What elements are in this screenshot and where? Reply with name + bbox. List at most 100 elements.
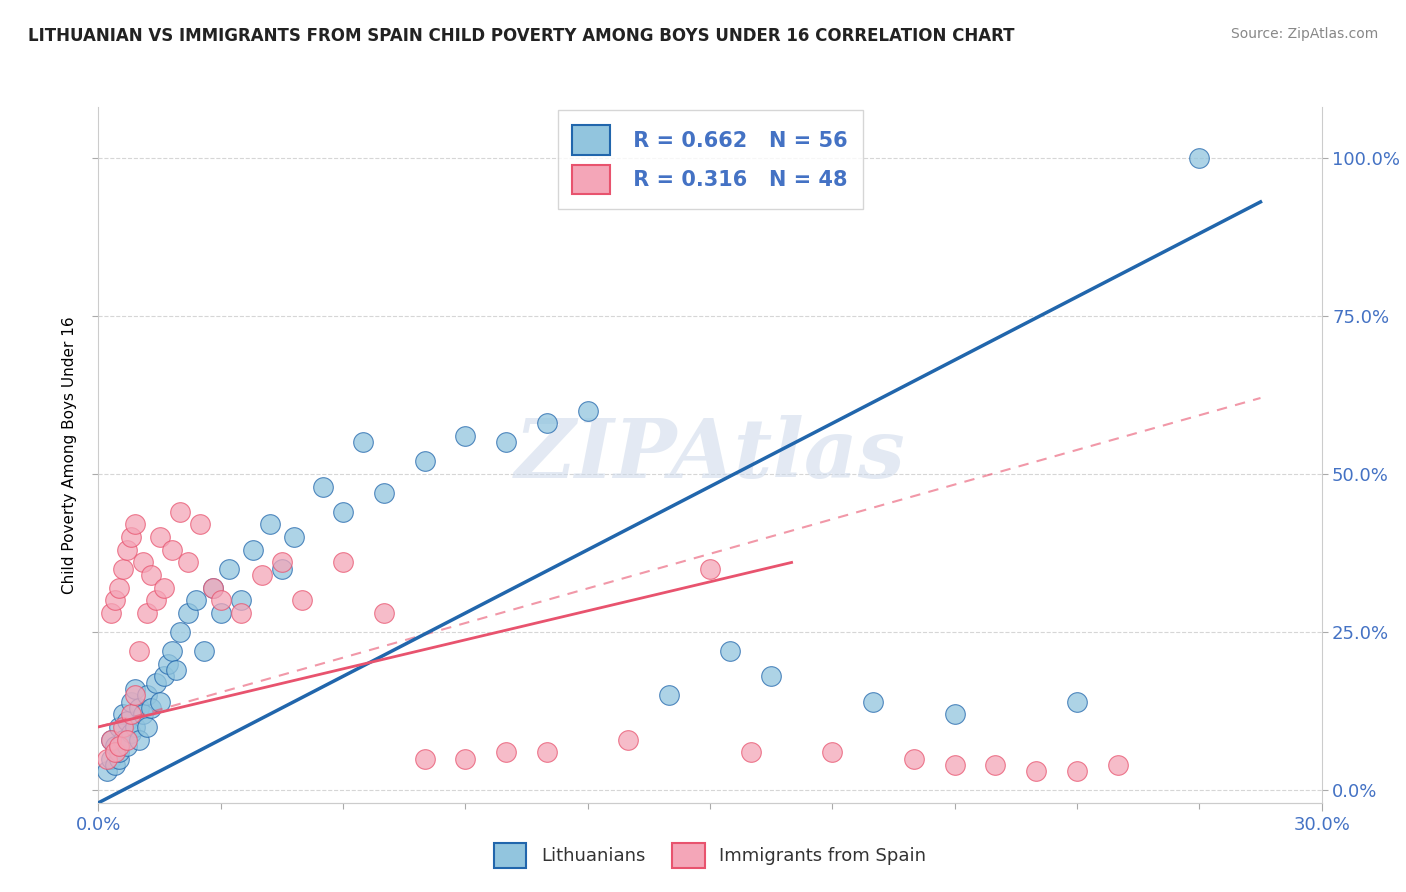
Point (115, 714, 138, 728)
Point (1066, 764, 1088, 779)
Point (209, 606, 232, 620)
Point (141, 568, 163, 582)
Point (231, 593, 253, 607)
Point (454, 751, 477, 765)
Point (136, 720, 159, 734)
Point (188, 517, 212, 532)
Point (160, 644, 183, 658)
Point (373, 606, 395, 620)
Point (209, 593, 232, 607)
Point (193, 644, 215, 658)
Text: LITHUANIAN VS IMMIGRANTS FROM SPAIN CHILD POVERTY AMONG BOYS UNDER 16 CORRELATIO: LITHUANIAN VS IMMIGRANTS FROM SPAIN CHIL… (28, 27, 1015, 45)
Point (617, 732, 640, 747)
Point (128, 644, 150, 658)
Point (250, 568, 273, 582)
Point (821, 745, 844, 759)
Point (218, 562, 240, 576)
Text: Source: ZipAtlas.com: Source: ZipAtlas.com (1230, 27, 1378, 41)
Point (231, 606, 253, 620)
Point (495, 435, 517, 450)
Point (177, 556, 200, 570)
Point (132, 556, 155, 570)
Point (120, 695, 142, 709)
Point (201, 581, 224, 595)
Text: ZIPAtlas: ZIPAtlas (515, 415, 905, 495)
Point (111, 562, 134, 576)
Point (576, 403, 599, 417)
Point (186, 593, 208, 607)
Point (115, 732, 138, 747)
Point (124, 688, 146, 702)
Point (761, 669, 783, 683)
Point (169, 505, 191, 519)
Point (108, 751, 131, 765)
Point (943, 707, 966, 722)
Point (1025, 764, 1047, 779)
Point (96, 764, 118, 779)
Point (165, 663, 187, 677)
Point (720, 644, 742, 658)
Point (658, 688, 681, 702)
Point (373, 486, 395, 500)
Point (291, 593, 314, 607)
Point (108, 581, 131, 595)
Point (740, 745, 762, 759)
Point (903, 751, 925, 765)
Point (108, 745, 131, 759)
Y-axis label: Child Poverty Among Boys Under 16: Child Poverty Among Boys Under 16 (62, 316, 77, 594)
Point (149, 695, 172, 709)
Point (104, 745, 127, 759)
Point (495, 745, 517, 759)
Point (124, 517, 146, 532)
Legend: Lithuanians, Immigrants from Spain: Lithuanians, Immigrants from Spain (485, 834, 935, 877)
Point (145, 593, 167, 607)
Point (104, 739, 127, 753)
Point (332, 556, 354, 570)
Point (536, 745, 558, 759)
Point (124, 720, 146, 734)
Point (100, 732, 122, 747)
Point (120, 707, 142, 722)
Point (283, 530, 305, 544)
Point (270, 556, 294, 570)
Point (111, 720, 134, 734)
Point (160, 542, 183, 557)
Point (108, 739, 131, 753)
Point (169, 625, 191, 640)
Point (111, 732, 134, 747)
Point (120, 530, 142, 544)
Point (104, 593, 127, 607)
Point (352, 435, 374, 450)
Point (242, 542, 264, 557)
Point (152, 581, 174, 595)
Point (454, 429, 477, 443)
Point (149, 530, 172, 544)
Point (132, 707, 155, 722)
Point (115, 739, 138, 753)
Point (141, 701, 163, 715)
Point (128, 701, 150, 715)
Point (100, 751, 122, 765)
Point (1107, 757, 1129, 772)
Point (96, 751, 118, 765)
Point (699, 562, 721, 576)
Point (201, 581, 224, 595)
Point (152, 669, 174, 683)
Point (862, 695, 884, 709)
Point (136, 688, 159, 702)
Point (413, 454, 436, 468)
Point (145, 675, 167, 690)
Point (108, 720, 131, 734)
Point (136, 606, 159, 620)
Point (259, 517, 281, 532)
Point (100, 732, 122, 747)
Point (312, 479, 335, 493)
Point (115, 542, 138, 557)
Point (124, 681, 146, 696)
Point (100, 606, 122, 620)
Point (120, 726, 142, 740)
Point (156, 657, 179, 671)
Point (536, 417, 558, 431)
Point (1066, 695, 1088, 709)
Point (111, 707, 134, 722)
